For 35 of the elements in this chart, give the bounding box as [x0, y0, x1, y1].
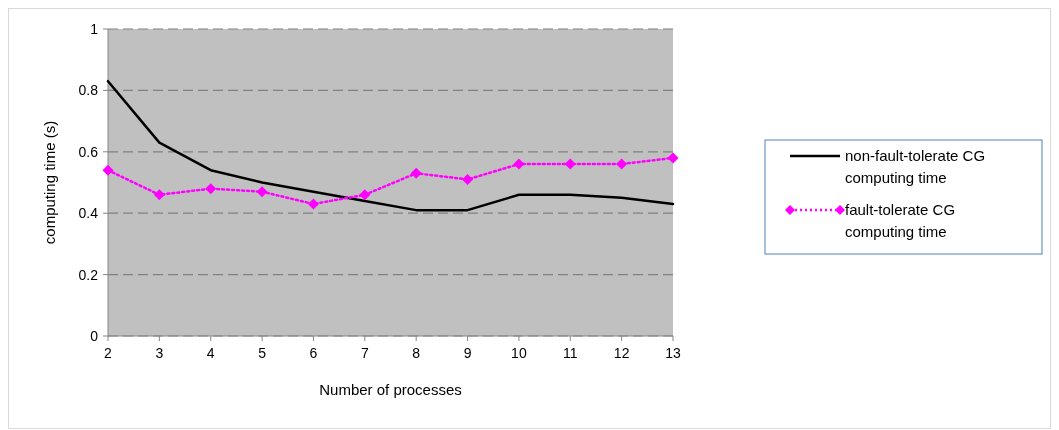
- point: [102, 164, 114, 176]
- y-tick-label: 0.8: [78, 82, 99, 99]
- y-axis-title: computing time (s): [41, 120, 58, 245]
- x-tick-label: 4: [206, 345, 215, 361]
- x-tick-label: 3: [155, 345, 164, 361]
- y-tick-label: 0: [90, 327, 99, 344]
- x-tick-label: 7: [360, 345, 369, 361]
- x-axis-title: Number of processes: [319, 381, 462, 398]
- point: [256, 186, 268, 198]
- point: [513, 158, 525, 170]
- x-tick-label: 11: [563, 345, 578, 361]
- x-tick-label: 2: [104, 345, 113, 361]
- x-tick-label: 5: [258, 345, 267, 361]
- x-tick-label: 13: [665, 345, 681, 361]
- y-tick-label: 1: [90, 20, 99, 37]
- legend-label: fault-tolerate CG computing time: [845, 201, 956, 241]
- point: [205, 183, 217, 195]
- point: [462, 173, 474, 185]
- x-tick-label: 8: [412, 345, 421, 361]
- point: [616, 158, 628, 170]
- point: [307, 198, 319, 210]
- x-tick-label: 6: [309, 345, 318, 361]
- legend-label: non-fault-tolerate CG computing time: [845, 147, 986, 187]
- y-tick-label: 0.4: [78, 205, 99, 222]
- x-tick-label: 12: [613, 345, 630, 361]
- line-series: [106, 79, 675, 212]
- point: [564, 158, 576, 170]
- point: [667, 152, 679, 164]
- x-tick-label: 9: [463, 345, 472, 361]
- y-tick-label: 0.6: [78, 143, 99, 160]
- point: [410, 167, 422, 179]
- y-tick-label: 0.2: [78, 266, 99, 283]
- point: [153, 189, 165, 201]
- x-tick-label: 10: [511, 345, 527, 361]
- point: [359, 189, 371, 201]
